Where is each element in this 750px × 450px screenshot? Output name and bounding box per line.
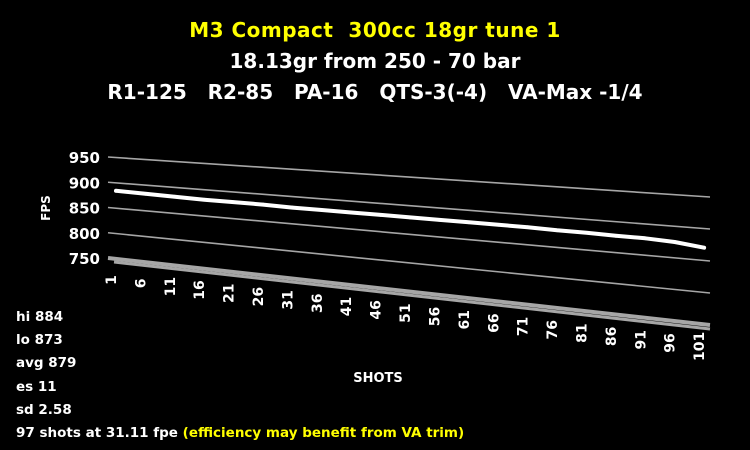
x-tick-label: 36 — [310, 293, 326, 312]
x-tick-label: 76 — [545, 320, 561, 339]
gridline — [107, 231, 711, 294]
data-point — [290, 205, 295, 210]
chart-subtitle: 18.13gr from 250 - 70 bar — [229, 49, 521, 73]
data-point — [173, 194, 177, 199]
gridline — [107, 181, 711, 230]
stat-avg: avg 879 — [16, 355, 77, 372]
data-point — [467, 220, 471, 225]
x-tick-label: 56 — [427, 307, 443, 326]
stat-lo: lo 873 — [16, 332, 63, 349]
data-point — [643, 236, 648, 241]
stat-sd: sd 2.58 — [16, 401, 72, 418]
chart-title: M3 Compact 300cc 18gr tune 1 — [189, 18, 561, 42]
x-axis-label: SHOTS — [353, 371, 403, 386]
gridline — [107, 156, 711, 198]
x-tick-label: 41 — [339, 297, 355, 316]
shots-summary: 97 shots at 31.11 fpe — [16, 425, 183, 442]
stat-hi: hi 884 — [16, 309, 64, 325]
gridline — [107, 206, 711, 262]
x-tick-label: 91 — [633, 330, 649, 349]
data-point — [114, 189, 118, 193]
data-point — [702, 245, 706, 250]
data-point — [231, 200, 236, 204]
data-point — [378, 213, 383, 217]
y-axis-label: FPS — [39, 195, 53, 221]
x-tick-label: 31 — [280, 290, 296, 309]
data-point — [143, 191, 148, 196]
x-tick-label: 81 — [574, 323, 590, 342]
data-point — [408, 215, 412, 220]
x-tick-label: 51 — [398, 303, 414, 322]
x-tick-label: 86 — [604, 327, 620, 346]
data-point — [672, 240, 677, 244]
y-tick-label: 900 — [69, 174, 100, 192]
x-tick-label: 26 — [251, 287, 267, 306]
data-point — [261, 202, 265, 207]
x-tick-label: 101 — [692, 332, 708, 361]
x-tick-label: 71 — [516, 317, 532, 336]
y-tick-label: 950 — [69, 149, 100, 167]
y-tick-label: 750 — [69, 250, 100, 268]
y-tick-label: 850 — [69, 200, 100, 218]
stats-panel: hi 884 lo 873 avg 879 es 11 sd 2.58 97 s… — [16, 306, 464, 445]
data-point — [202, 197, 207, 202]
x-axis-floor — [113, 260, 711, 331]
stat-shots: 97 shots at 31.11 fpe (efficiency may be… — [16, 422, 464, 445]
y-tick-label: 800 — [69, 225, 100, 243]
x-tick-label: 96 — [663, 333, 679, 352]
data-point — [555, 228, 559, 233]
x-tick-label: 66 — [486, 313, 502, 332]
x-tick-label: 61 — [457, 310, 473, 329]
x-tick-label: 46 — [369, 300, 385, 319]
data-point — [496, 222, 501, 227]
x-tick-label: 16 — [192, 280, 208, 299]
data-point — [437, 218, 442, 222]
x-tick-label: 11 — [163, 277, 179, 296]
chart-settings-line: R1-125 R2-85 PA-16 QTS-3(-4) VA-Max -1/4 — [107, 80, 643, 104]
x-tick-label: 1 — [104, 275, 120, 285]
gridline — [107, 256, 711, 327]
data-point — [584, 230, 589, 235]
data-point — [349, 210, 354, 215]
x-tick-label: 6 — [133, 278, 149, 288]
stat-es: es 11 — [16, 378, 57, 395]
data-point — [614, 234, 618, 238]
data-point — [320, 208, 324, 212]
data-point — [525, 225, 530, 230]
efficiency-note: (efficiency may benefit from VA trim) — [182, 425, 465, 442]
x-tick-label: 21 — [222, 284, 238, 303]
